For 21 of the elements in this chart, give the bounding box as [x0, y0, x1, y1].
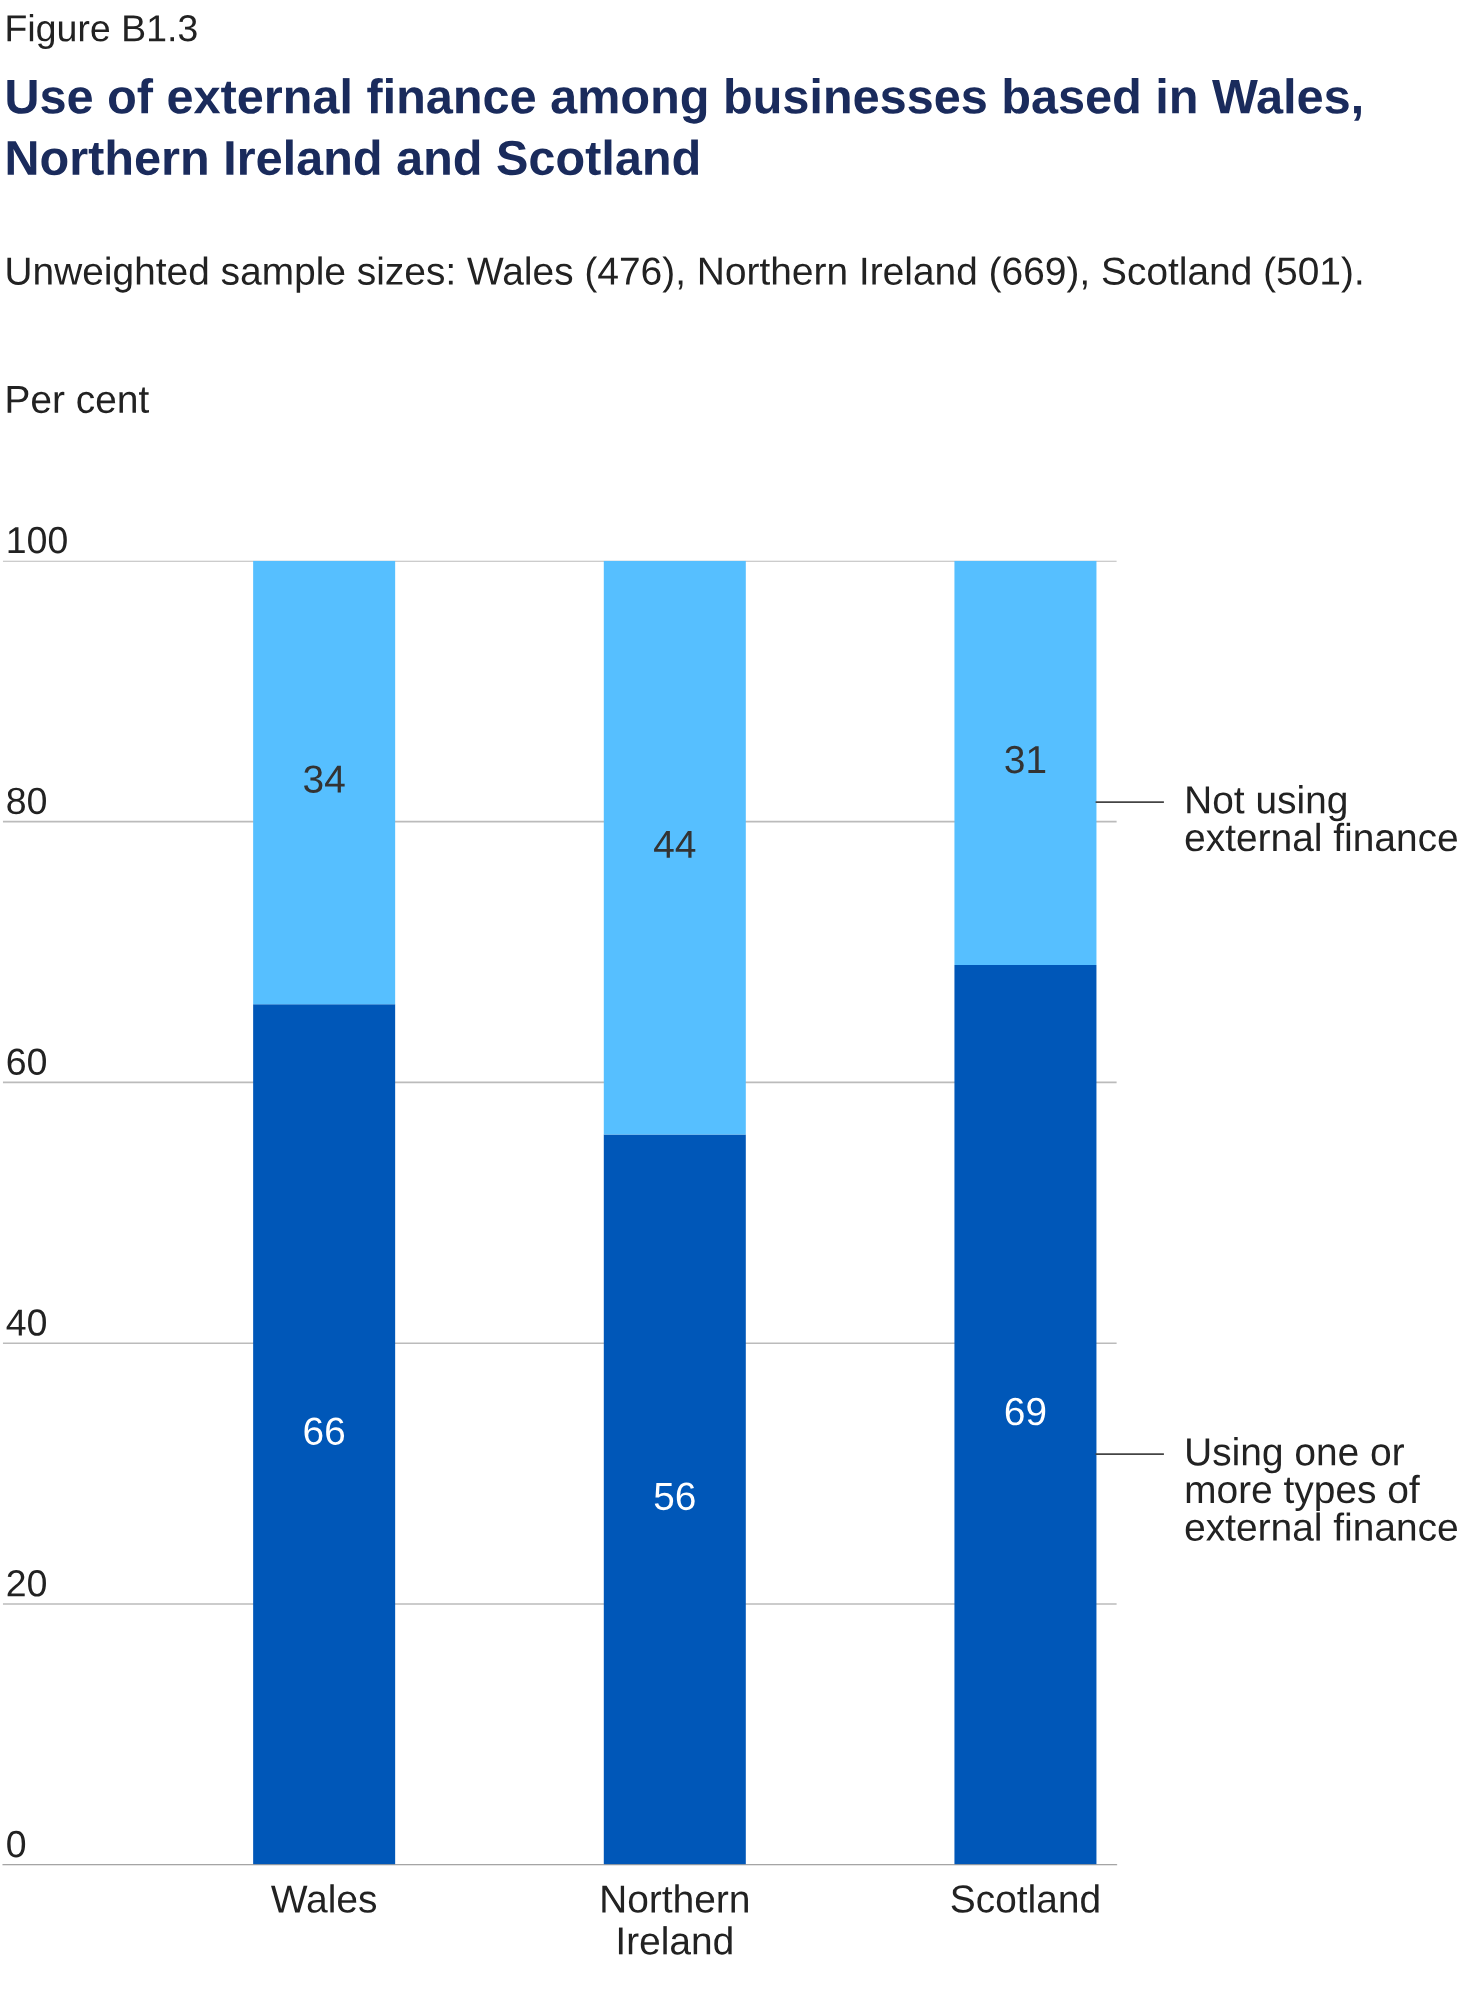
data-label: 66	[304, 1417, 345, 1445]
y-axis-title: Per cent	[7, 386, 149, 414]
y-tick-label: 100	[8, 526, 67, 554]
y-tick-label: 20	[7, 1570, 46, 1597]
data-label: 69	[1005, 1397, 1046, 1426]
y-tick-label: 60	[7, 1048, 46, 1076]
x-tick-label: Northern Ireland	[602, 1884, 748, 1955]
data-label: 56	[654, 1482, 695, 1511]
y-tick-label: 0	[7, 1830, 26, 1858]
x-tick-label: Scotland	[951, 1884, 1099, 1913]
data-label: 31	[1005, 745, 1046, 774]
caption: Figure B1.3	[7, 14, 197, 49]
text: Not using external finance	[1185, 785, 1457, 852]
data-label: 44	[654, 831, 696, 858]
x-tick-label: Wales	[271, 1884, 377, 1913]
chart-subtitle: Unweighted sample sizes: Wales (476), Northern Ireland (669), Scotland (501).	[7, 256, 1362, 293]
y-tick-label: 80	[7, 787, 46, 815]
y-tick-label: 40	[6, 1309, 46, 1336]
chart-title: Use of external finance among businesses based in Wales, Northern Ireland and Scotland	[7, 78, 1361, 176]
text: Using one or more types of external finance	[1185, 1437, 1457, 1541]
data-label: 34	[304, 765, 345, 793]
